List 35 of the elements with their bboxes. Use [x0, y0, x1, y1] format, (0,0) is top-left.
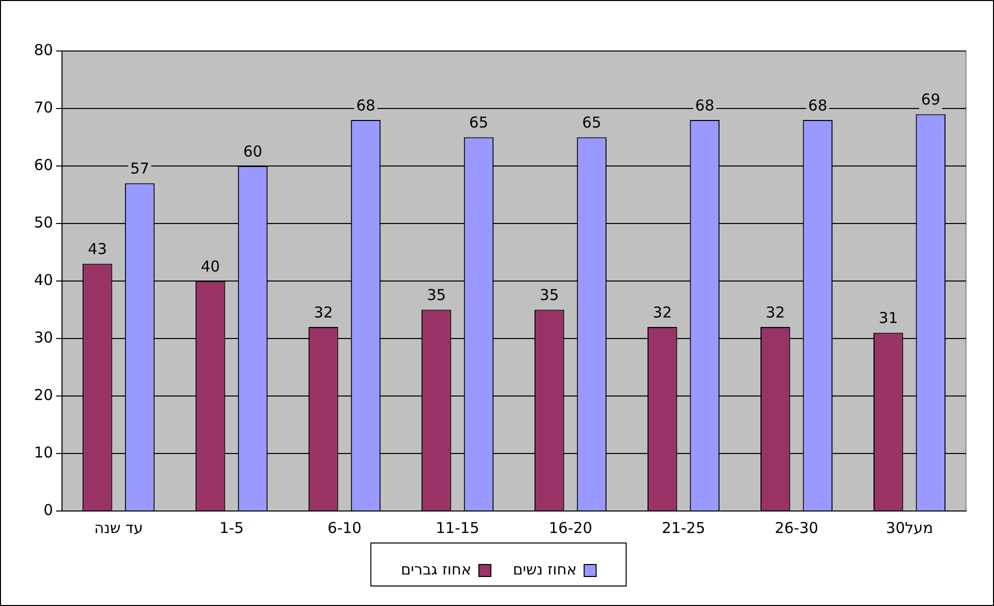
- data-label: 40: [200, 257, 220, 276]
- y-tick-label: 40: [34, 270, 54, 289]
- x-tick-label: עד שנה: [94, 518, 143, 537]
- y-tick-label: 60: [34, 156, 54, 174]
- y-tick-label: 70: [34, 98, 54, 116]
- y-tick-label: 0: [44, 500, 54, 519]
- data-label: 69: [921, 90, 940, 109]
- y-tick-label: 10: [34, 443, 54, 462]
- x-tick-label: 16-20: [548, 518, 592, 537]
- y-tick-label: 50: [34, 213, 54, 232]
- x-tick-label: 6-10: [328, 518, 362, 537]
- data-label: 68: [695, 96, 714, 114]
- x-tick-label: מעל30: [886, 518, 934, 537]
- data-label: 32: [766, 303, 785, 322]
- y-tick-label: 20: [34, 386, 54, 404]
- legend-label: אחוז גברים: [400, 560, 472, 578]
- data-label: 32: [652, 303, 672, 322]
- x-tick-label: 11-15: [436, 518, 480, 537]
- data-label: 35: [540, 286, 559, 304]
- data-label: 65: [469, 114, 488, 132]
- data-label: 31: [878, 309, 898, 328]
- data-label: 60: [243, 142, 262, 160]
- data-label: 43: [88, 240, 107, 258]
- x-tick-label: 1-5: [219, 518, 244, 537]
- data-label: 65: [582, 114, 602, 132]
- data-label: 68: [808, 96, 828, 114]
- data-label: 68: [356, 96, 376, 114]
- y-tick-label: 80: [34, 40, 54, 59]
- x-tick-label: 26-30: [774, 518, 818, 537]
- data-label: 32: [314, 303, 333, 322]
- x-tick-label: 21-25: [662, 518, 706, 537]
- data-label: 35: [426, 286, 446, 304]
- data-label: 57: [130, 160, 150, 178]
- legend-label: אחוז נשים: [512, 560, 577, 578]
- y-tick-label: 30: [34, 328, 54, 346]
